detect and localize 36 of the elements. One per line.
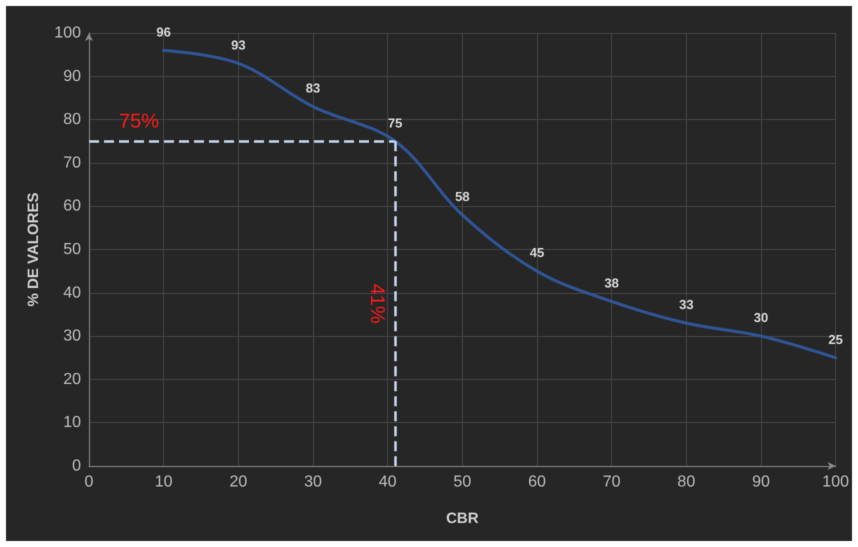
data-label: 75 (388, 115, 402, 130)
y-tick-label: 60 (63, 198, 82, 215)
data-label: 96 (156, 24, 171, 40)
ref-line-label: 41% (366, 284, 388, 324)
x-tick-label: 40 (378, 474, 397, 490)
x-tick-label: 10 (154, 474, 173, 490)
y-axis-title: % DE VALORES (25, 192, 42, 306)
x-tick-label: 0 (84, 474, 94, 490)
x-tick-label: 60 (528, 474, 546, 490)
data-label: 45 (530, 245, 544, 260)
y-tick-label: 50 (63, 241, 82, 258)
data-label: 33 (679, 297, 694, 312)
data-label: 58 (455, 188, 470, 204)
x-axis-title: CBR (446, 510, 479, 527)
data-label: 93 (231, 37, 246, 52)
data-label: 25 (828, 332, 843, 347)
y-tick-label: 80 (63, 111, 82, 128)
y-tick-label: 100 (54, 24, 82, 42)
x-tick-label: 50 (453, 474, 472, 490)
y-tick-label: 90 (63, 68, 82, 85)
y-tick-label: 20 (63, 370, 82, 388)
ref-line-label: 75% (119, 110, 160, 132)
x-tick-label: 30 (304, 474, 322, 490)
data-label: 38 (604, 275, 619, 290)
y-tick-label: 70 (63, 154, 82, 172)
x-tick-label: 90 (752, 474, 770, 490)
y-tick-label: 40 (63, 284, 82, 302)
data-label: 30 (754, 310, 768, 326)
data-label: 83 (306, 80, 320, 96)
x-tick-label: 80 (677, 474, 696, 490)
y-tick-label: 0 (72, 458, 82, 474)
x-tick-label: 20 (229, 474, 248, 490)
x-tick-label: 100 (822, 474, 850, 490)
y-tick-label: 30 (63, 328, 82, 345)
y-tick-label: 10 (63, 414, 82, 432)
x-tick-label: 70 (602, 474, 621, 490)
